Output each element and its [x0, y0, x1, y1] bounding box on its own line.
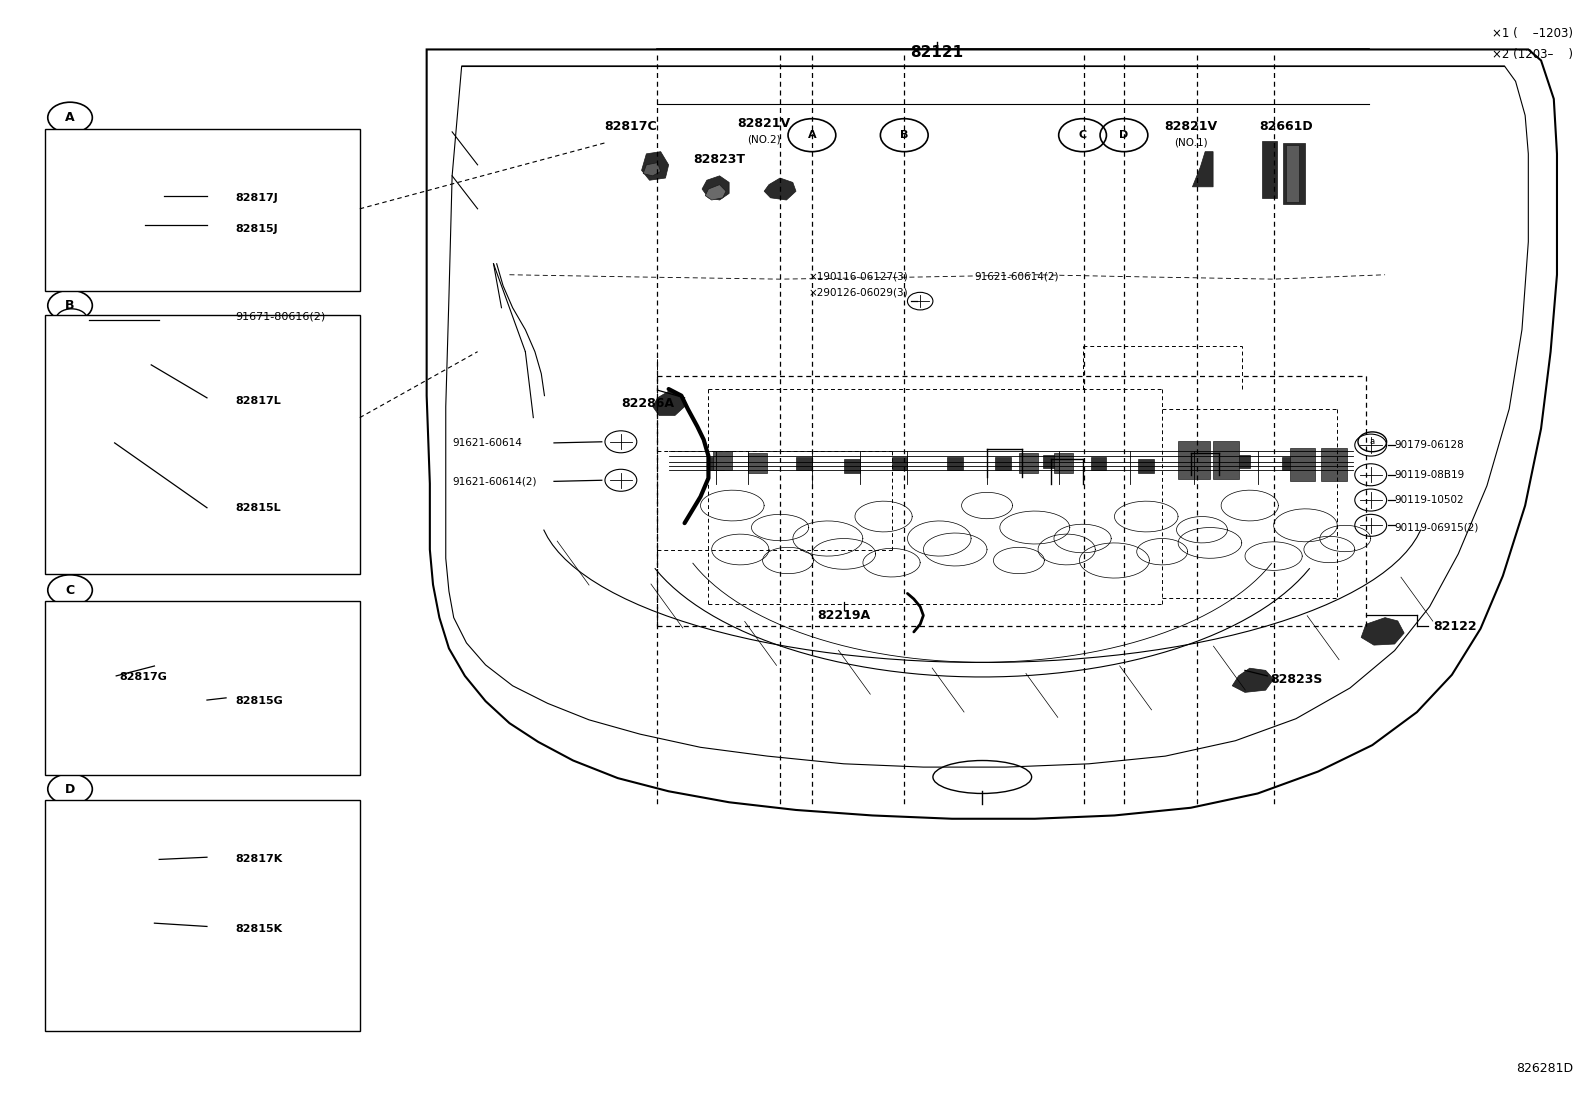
- Polygon shape: [99, 215, 143, 234]
- Bar: [748, 453, 767, 473]
- Text: 91671-80616(2): 91671-80616(2): [236, 311, 326, 322]
- Text: 82122: 82122: [1433, 620, 1476, 633]
- Bar: [708, 457, 724, 470]
- Text: 90179-06128: 90179-06128: [1395, 440, 1465, 451]
- Polygon shape: [73, 347, 143, 396]
- Polygon shape: [702, 176, 729, 200]
- Text: D: D: [1119, 130, 1129, 141]
- Bar: [45, 601, 360, 775]
- Bar: [45, 315, 360, 574]
- Polygon shape: [76, 908, 153, 939]
- Bar: [1054, 453, 1073, 473]
- Bar: [1138, 459, 1154, 473]
- Text: (NO.2): (NO.2): [747, 134, 782, 145]
- Polygon shape: [89, 865, 143, 888]
- Bar: [1321, 448, 1347, 481]
- Bar: [1178, 441, 1210, 479]
- Polygon shape: [64, 430, 115, 454]
- Text: 82821V: 82821V: [737, 116, 791, 130]
- Text: 82817K: 82817K: [236, 854, 283, 865]
- Text: A: A: [65, 111, 75, 124]
- Bar: [1186, 457, 1202, 470]
- Polygon shape: [64, 333, 159, 402]
- Polygon shape: [1361, 618, 1404, 645]
- Bar: [1213, 441, 1239, 479]
- Text: 90119-10502: 90119-10502: [1395, 495, 1465, 506]
- Text: 82121: 82121: [911, 45, 963, 60]
- Bar: [1091, 457, 1106, 470]
- Bar: [45, 800, 360, 1031]
- Text: 82219A: 82219A: [817, 609, 871, 622]
- Text: ×2 (1203–    ): ×2 (1203– ): [1492, 48, 1573, 62]
- Bar: [45, 129, 360, 291]
- Text: (NO.1): (NO.1): [1173, 137, 1208, 148]
- Text: 90119-08B19: 90119-08B19: [1395, 469, 1465, 480]
- Text: 826281D: 826281D: [1516, 1062, 1573, 1075]
- Polygon shape: [154, 648, 226, 686]
- Bar: [796, 457, 812, 470]
- Polygon shape: [653, 391, 685, 415]
- Text: 82661D: 82661D: [1259, 120, 1313, 133]
- Text: 82817G: 82817G: [119, 671, 167, 682]
- Text: 91621-60614(2): 91621-60614(2): [974, 271, 1059, 282]
- Polygon shape: [1262, 141, 1277, 198]
- Bar: [844, 459, 860, 473]
- Text: a: a: [1369, 437, 1375, 446]
- Bar: [892, 457, 907, 470]
- Bar: [1282, 457, 1297, 470]
- Text: 82823T: 82823T: [694, 153, 745, 166]
- Text: 82815L: 82815L: [236, 502, 282, 513]
- Polygon shape: [764, 178, 796, 200]
- Polygon shape: [1232, 668, 1274, 692]
- Polygon shape: [643, 163, 661, 176]
- Polygon shape: [1192, 152, 1213, 187]
- Polygon shape: [156, 686, 220, 712]
- Text: 82823S: 82823S: [1270, 673, 1323, 686]
- Bar: [748, 455, 764, 468]
- Text: 82815G: 82815G: [236, 696, 283, 707]
- Text: B: B: [899, 130, 909, 141]
- Text: B: B: [65, 299, 75, 312]
- Text: 90119-06915(2): 90119-06915(2): [1395, 522, 1479, 533]
- Bar: [1234, 455, 1250, 468]
- Polygon shape: [705, 185, 726, 200]
- Bar: [713, 451, 732, 470]
- Bar: [1043, 455, 1059, 468]
- Text: ×190116-06127(3): ×190116-06127(3): [809, 271, 909, 282]
- Text: 91621-60614(2): 91621-60614(2): [452, 476, 537, 487]
- Text: 82817J: 82817J: [236, 192, 279, 203]
- Text: C: C: [1078, 130, 1087, 141]
- Text: 82815J: 82815J: [236, 223, 279, 234]
- Polygon shape: [108, 187, 146, 204]
- Bar: [1329, 459, 1345, 473]
- Text: 82817L: 82817L: [236, 396, 282, 407]
- Polygon shape: [80, 929, 135, 952]
- Text: C: C: [65, 584, 75, 597]
- Text: 82821V: 82821V: [1164, 120, 1218, 133]
- Text: 82817C: 82817C: [603, 120, 657, 133]
- Text: 91621-60614: 91621-60614: [452, 437, 522, 448]
- Text: A: A: [807, 130, 817, 141]
- Polygon shape: [642, 152, 669, 180]
- Polygon shape: [80, 844, 156, 875]
- Text: 82286A: 82286A: [621, 397, 673, 410]
- Text: ×1 (    –1203): ×1 ( –1203): [1492, 27, 1573, 41]
- Bar: [995, 457, 1011, 470]
- Text: D: D: [65, 782, 75, 796]
- Text: ×290126-06029(3): ×290126-06029(3): [809, 287, 909, 298]
- Bar: [1019, 453, 1038, 473]
- Bar: [947, 457, 963, 470]
- Polygon shape: [1283, 143, 1305, 204]
- Bar: [1290, 448, 1315, 481]
- Polygon shape: [96, 176, 162, 211]
- Text: 82815K: 82815K: [236, 923, 283, 934]
- Polygon shape: [80, 357, 131, 387]
- Polygon shape: [1286, 145, 1299, 202]
